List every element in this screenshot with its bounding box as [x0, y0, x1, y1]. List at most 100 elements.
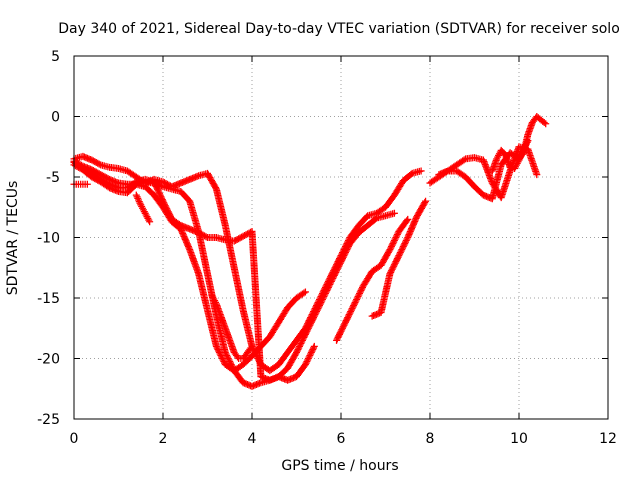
data-point	[344, 312, 352, 320]
data-point	[305, 323, 313, 331]
data-point	[342, 317, 350, 325]
data-point	[215, 348, 223, 356]
data-point	[302, 359, 310, 367]
data-point	[327, 277, 335, 285]
data-point	[330, 271, 338, 279]
data-point	[386, 270, 394, 278]
data-point	[522, 140, 530, 148]
data-point	[340, 321, 348, 329]
data-point	[305, 353, 313, 361]
data-point	[533, 171, 541, 179]
data-point	[321, 291, 329, 299]
data-point	[333, 336, 341, 344]
series-arc-2	[70, 158, 398, 384]
data-point	[345, 311, 353, 319]
data-point	[315, 302, 323, 310]
data-point	[295, 342, 303, 350]
data-point	[519, 146, 527, 154]
data-point	[95, 160, 103, 168]
series-layer	[70, 113, 550, 390]
data-point	[403, 217, 411, 225]
data-point	[221, 348, 229, 356]
data-point	[387, 244, 395, 252]
data-point	[351, 299, 359, 307]
series-arc-4	[70, 161, 309, 375]
data-point	[307, 320, 315, 328]
data-point	[339, 253, 347, 261]
data-point	[358, 285, 366, 293]
grid-lines	[74, 56, 608, 419]
x-tick-label: 6	[337, 431, 346, 447]
data-point	[520, 145, 528, 153]
data-point	[316, 300, 324, 308]
data-point	[324, 285, 332, 293]
data-point	[336, 261, 344, 269]
data-point	[517, 151, 525, 159]
data-point	[387, 267, 395, 275]
data-point	[390, 262, 398, 270]
data-point	[202, 233, 210, 241]
data-point	[516, 153, 524, 161]
data-point	[388, 241, 396, 249]
data-point	[518, 150, 526, 158]
data-point	[301, 288, 309, 296]
data-point	[401, 240, 409, 248]
data-point	[295, 344, 303, 352]
data-point	[338, 324, 346, 332]
data-point	[348, 305, 356, 313]
data-point	[214, 345, 222, 353]
data-point	[248, 342, 256, 350]
data-point	[220, 358, 228, 366]
data-point	[343, 246, 351, 254]
data-point	[212, 184, 220, 192]
data-point	[396, 249, 404, 257]
data-point	[226, 359, 234, 367]
data-point	[392, 258, 400, 266]
data-point	[314, 305, 322, 313]
data-point	[335, 262, 343, 270]
data-point	[331, 270, 339, 278]
data-point	[330, 273, 338, 281]
data-point	[218, 355, 226, 362]
data-point	[321, 289, 329, 297]
data-point	[327, 279, 335, 287]
y-tick-label: -20	[37, 352, 60, 368]
data-point	[306, 351, 314, 359]
data-point	[404, 215, 412, 223]
data-point	[344, 243, 352, 251]
data-point	[225, 356, 233, 364]
data-point	[310, 342, 318, 350]
data-point	[346, 309, 354, 317]
data-point	[353, 294, 361, 302]
data-point	[524, 137, 532, 145]
y-tick-label: 0	[51, 110, 60, 126]
data-point	[395, 252, 403, 260]
data-point	[393, 230, 401, 238]
data-point	[298, 336, 306, 344]
data-point	[313, 306, 321, 314]
data-point	[389, 264, 397, 272]
series-arc-8	[333, 215, 412, 344]
series-arc-9	[368, 197, 430, 320]
data-point	[519, 148, 527, 156]
data-point	[306, 321, 314, 329]
data-point	[421, 199, 429, 207]
data-point	[320, 292, 328, 300]
plot-frame	[73, 55, 609, 420]
data-point	[301, 330, 309, 338]
series-arc-5	[70, 180, 91, 188]
data-point	[350, 300, 358, 308]
data-point	[223, 351, 231, 359]
data-point	[294, 345, 302, 353]
data-point	[542, 120, 550, 128]
data-point	[212, 342, 220, 350]
data-point	[347, 306, 355, 314]
data-point	[299, 335, 307, 343]
data-point	[350, 302, 358, 310]
x-tick-label: 10	[510, 431, 528, 447]
data-point	[296, 341, 304, 349]
data-point	[515, 156, 523, 164]
data-point	[341, 250, 349, 258]
data-point	[460, 156, 468, 164]
